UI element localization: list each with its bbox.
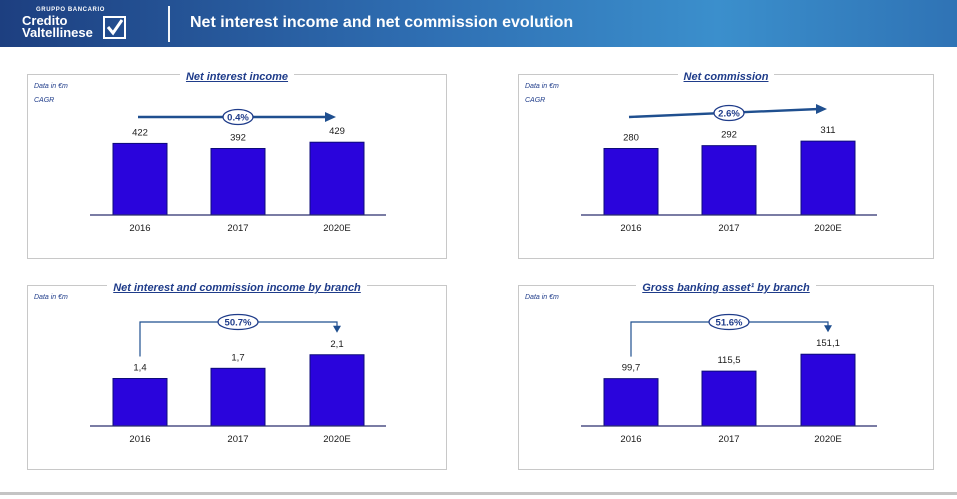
value-label: 1,7: [231, 352, 244, 363]
credito-valtellinese-logo: GRUPPO BANCARIO Credito Valtellinese: [12, 3, 162, 43]
bar-2020E: [800, 140, 856, 216]
growth-bubble: [217, 313, 259, 331]
value-label: 2,1: [330, 339, 343, 350]
category-label: 2020E: [814, 434, 841, 445]
panel-title: Gross banking asset¹ by branch: [636, 282, 816, 294]
value-label: 280: [623, 133, 639, 144]
category-label: 2017: [227, 223, 248, 234]
cagr-label: CAGR: [34, 97, 55, 104]
panel-income-by-branch: Net interest and commission income by br…: [27, 282, 447, 470]
growth-bubble: [708, 313, 750, 331]
panel-title: Net interest income: [179, 71, 295, 83]
cagr-bubble: [713, 104, 745, 122]
logo-line-2: Valtellinese: [22, 25, 93, 40]
data-unit-note: Data in €m: [34, 83, 68, 90]
data-unit-note: Data in €m: [34, 294, 68, 301]
value-label: 1,4: [133, 363, 146, 374]
arrow-head-icon: [325, 112, 336, 122]
value-label: 392: [230, 133, 246, 144]
value-label: 99,7: [622, 363, 641, 374]
category-label: 2016: [129, 434, 150, 445]
bar-2016: [603, 378, 659, 427]
panel-net-commission: Net commission Data in €m CAGR 280 2016 29…: [518, 71, 934, 259]
value-label: 151,1: [816, 338, 840, 349]
bar-chart: 280 2016 292 2017 311 2020E 2.6%: [581, 104, 877, 234]
value-label: 115,5: [717, 355, 740, 366]
panel-gross-banking-asset-by-branch: Gross banking asset¹ by branch Data in €…: [518, 282, 934, 470]
category-label: 2016: [620, 434, 641, 445]
category-label: 2017: [718, 434, 739, 445]
bar-2020E: [309, 354, 365, 427]
data-unit-note: Data in €m: [525, 294, 559, 301]
category-label: 2017: [227, 434, 248, 445]
logo-line-1: Credito: [22, 13, 68, 28]
bar-2016: [112, 142, 168, 216]
cagr-value: 0.4%: [227, 113, 249, 124]
panel-net-interest-income: Net interest income Data in €m CAGR 422 2…: [27, 71, 447, 259]
footer-divider: [0, 492, 957, 495]
cagr-bubble: [222, 108, 254, 126]
bar-2016: [112, 378, 168, 427]
category-label: 2020E: [814, 223, 841, 234]
bar-chart: 1,4 2016 1,7 2017 2,1 2020E 50.7%: [90, 313, 386, 445]
value-label: 429: [329, 126, 345, 137]
cagr-label: CAGR: [525, 97, 546, 104]
category-label: 2020E: [323, 223, 350, 234]
bar-2020E: [309, 141, 365, 216]
arrow-head-icon: [824, 325, 832, 333]
bar-chart: 99,7 2016 115,5 2017 151,1 2020E 51.6%: [581, 313, 877, 445]
panel-title: Net commission: [677, 71, 775, 83]
header-band: GRUPPO BANCARIO Credito Valtellinese Net…: [0, 0, 957, 47]
bar-chart: 422 2016 392 2017 429 2020E 0.4%: [90, 108, 386, 234]
panel-title: Net interest and commission income by br…: [107, 282, 367, 294]
bar-2016: [603, 148, 659, 216]
bar-2017: [701, 370, 757, 427]
arrow-head-icon: [816, 104, 827, 114]
growth-value: 51.6%: [716, 318, 743, 329]
value-label: 422: [132, 127, 148, 138]
bar-2020E: [800, 353, 856, 427]
logo-group-text: GRUPPO BANCARIO: [36, 7, 106, 13]
logo-check-icon: [103, 16, 126, 39]
cagr-value: 2.6%: [718, 109, 740, 120]
category-label: 2016: [129, 223, 150, 234]
category-label: 2017: [718, 223, 739, 234]
page-title: Net interest income and net commission e…: [190, 14, 574, 31]
value-label: 292: [721, 130, 737, 141]
bar-2017: [210, 148, 266, 216]
arrow-head-icon: [333, 325, 341, 333]
bar-2017: [701, 145, 757, 216]
category-label: 2020E: [323, 434, 350, 445]
bar-2017: [210, 367, 266, 427]
data-unit-note: Data in €m: [525, 83, 559, 90]
category-label: 2016: [620, 223, 641, 234]
header-divider: [168, 6, 170, 42]
growth-value: 50.7%: [225, 318, 252, 329]
value-label: 311: [820, 125, 835, 136]
